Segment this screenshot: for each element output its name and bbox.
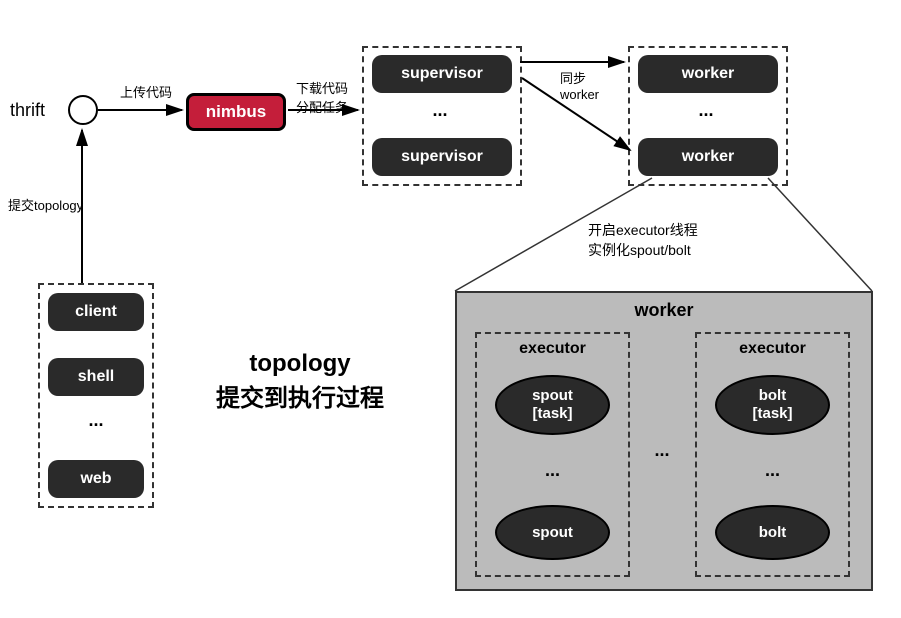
- thrift-label: thrift: [10, 100, 45, 121]
- exec2-dots: ...: [695, 460, 850, 481]
- clients-dots: ...: [48, 410, 144, 431]
- thrift-circle: [68, 95, 98, 125]
- shell-text: shell: [78, 368, 114, 386]
- spout-task-text: spout [task]: [532, 387, 573, 423]
- exec1-dots: ...: [475, 460, 630, 481]
- worker-dots: ...: [636, 100, 776, 121]
- submit-topology-label: 提交topology: [8, 195, 83, 214]
- executor-title-1: executor: [475, 340, 630, 358]
- spout-task-oval: spout [task]: [495, 375, 610, 435]
- worker-node-1: worker: [638, 55, 778, 93]
- supervisor-node-2: supervisor: [372, 138, 512, 176]
- worker-text-1: worker: [682, 65, 734, 83]
- worker-detail-title: worker: [455, 300, 873, 321]
- bolt-task-text: bolt [task]: [752, 387, 792, 423]
- open-executor-label: 开启executor线程 实例化spout/bolt: [588, 220, 698, 260]
- download-assign-label: 下载代码 分配任务: [296, 78, 348, 116]
- upload-code-label: 上传代码: [120, 82, 172, 101]
- supervisor-node-1: supervisor: [372, 55, 512, 93]
- bolt-text: bolt: [759, 524, 787, 542]
- supervisor-text-2: supervisor: [401, 148, 483, 166]
- supervisor-text-1: supervisor: [401, 65, 483, 83]
- shell-node: shell: [48, 358, 144, 396]
- bolt-oval: bolt: [715, 505, 830, 560]
- topology-title: topology 提交到执行过程: [190, 350, 410, 413]
- supervisor-dots: ...: [370, 100, 510, 121]
- nimbus-node: nimbus: [186, 93, 286, 131]
- worker-text-2: worker: [682, 148, 734, 166]
- spout-oval: spout: [495, 505, 610, 560]
- bolt-task-oval: bolt [task]: [715, 375, 830, 435]
- executor-dots: ...: [637, 440, 687, 461]
- spout-text: spout: [532, 524, 573, 542]
- client-node: client: [48, 293, 144, 331]
- web-node: web: [48, 460, 144, 498]
- worker-node-2: worker: [638, 138, 778, 176]
- sync-worker-label: 同步 worker: [560, 68, 599, 102]
- web-text: web: [80, 470, 111, 488]
- client-text: client: [75, 303, 117, 321]
- executor-title-2: executor: [695, 340, 850, 358]
- nimbus-text: nimbus: [206, 102, 266, 122]
